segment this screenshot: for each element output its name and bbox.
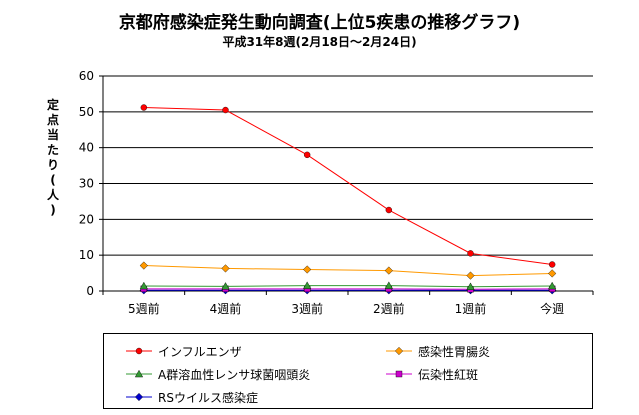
- data-point: [384, 281, 393, 289]
- y-tick-label: 60: [79, 69, 94, 83]
- y-tick-label: 50: [79, 105, 94, 119]
- x-tick-label: 1週前: [455, 301, 487, 316]
- legend-swatch-marker: [395, 370, 403, 378]
- legend-label: インフルエンザ: [158, 344, 242, 359]
- data-point: [548, 269, 557, 278]
- legend-swatch-marker: [394, 346, 404, 356]
- data-point: [548, 281, 557, 290]
- data-point: [303, 151, 311, 159]
- x-tick-label: 5週前: [128, 301, 160, 316]
- x-tick-label: 2週前: [373, 301, 405, 316]
- data-point: [548, 261, 556, 268]
- data-point: [221, 264, 230, 273]
- x-tick-label: 3週前: [291, 301, 323, 316]
- legend-item: RSウイルス感染症: [126, 388, 258, 406]
- data-point: [384, 266, 393, 275]
- legend-swatch: [126, 369, 152, 378]
- legend-swatch: [386, 346, 412, 356]
- legend-label: 感染性胃腸炎: [418, 344, 491, 359]
- data-point: [466, 282, 475, 290]
- data-point: [140, 104, 148, 111]
- legend-swatch: [126, 392, 152, 402]
- legend-item: 伝染性紅斑: [386, 365, 478, 383]
- x-tick-label: 4週前: [210, 301, 242, 316]
- y-axis-label-char: 点: [46, 113, 59, 127]
- y-axis-label: 定点当たり(人): [45, 98, 61, 218]
- data-point: [303, 265, 312, 274]
- y-axis-label-char: た: [46, 143, 59, 157]
- series-line: [143, 285, 553, 288]
- y-axis-label-char: ): [50, 203, 56, 217]
- chart-plot: 0 10 20 30 40 50 60 5週前 4週前 3週前 2週前 1週前 今週: [79, 69, 594, 316]
- chart-subtitle: 平成31年8週(2月18日～2月24日): [222, 35, 417, 49]
- legend-swatch: [386, 370, 412, 378]
- data-point: [222, 106, 229, 114]
- series-1: [139, 261, 557, 280]
- y-axis-label-char: 定: [46, 98, 59, 112]
- series-line: [143, 265, 553, 277]
- data-point: [303, 281, 312, 289]
- data-point: [139, 261, 148, 270]
- legend-swatch-marker: [134, 369, 144, 378]
- legend-item: インフルエンザ: [126, 342, 242, 360]
- legend-label: A群溶血性レンサ球菌咽頭炎: [158, 367, 311, 382]
- legend-label: RSウイルス感染症: [158, 390, 258, 405]
- chart-legend: インフルエンザ 感染性胃腸炎 A群溶血性レンサ球菌咽頭炎 伝染性紅斑 RSウイルス感染症: [103, 333, 593, 409]
- chart-title: 京都府感染症発生動向調査(上位5疾患の推移グラフ): [118, 13, 521, 33]
- legend-item: 感染性胃腸炎: [386, 342, 490, 360]
- data-point: [466, 271, 475, 280]
- data-point: [385, 206, 393, 214]
- series-2: [139, 281, 557, 290]
- data-point: [221, 282, 230, 290]
- y-tick-label: 0: [86, 284, 94, 298]
- legend-swatch: [126, 347, 152, 355]
- legend-item: A群溶血性レンサ球菌咽頭炎: [126, 365, 310, 383]
- y-tick-label: 10: [79, 248, 94, 262]
- data-point: [139, 281, 148, 290]
- y-tick-label: 40: [79, 141, 94, 155]
- y-axis-label-char: り: [46, 158, 59, 172]
- legend-label: 伝染性紅斑: [418, 367, 479, 382]
- y-axis-label-char: (: [50, 173, 56, 187]
- legend-swatch-marker: [135, 347, 143, 355]
- y-tick-label: 20: [79, 212, 94, 226]
- series-0: [140, 104, 556, 268]
- data-point: [467, 250, 474, 257]
- series-line: [143, 107, 553, 265]
- y-axis-label-char: 当: [46, 128, 59, 142]
- y-tick-label: 30: [79, 177, 94, 191]
- x-tick-label: 今週: [540, 301, 564, 316]
- y-axis-label-char: 人: [46, 188, 59, 202]
- legend-swatch-marker: [134, 392, 144, 402]
